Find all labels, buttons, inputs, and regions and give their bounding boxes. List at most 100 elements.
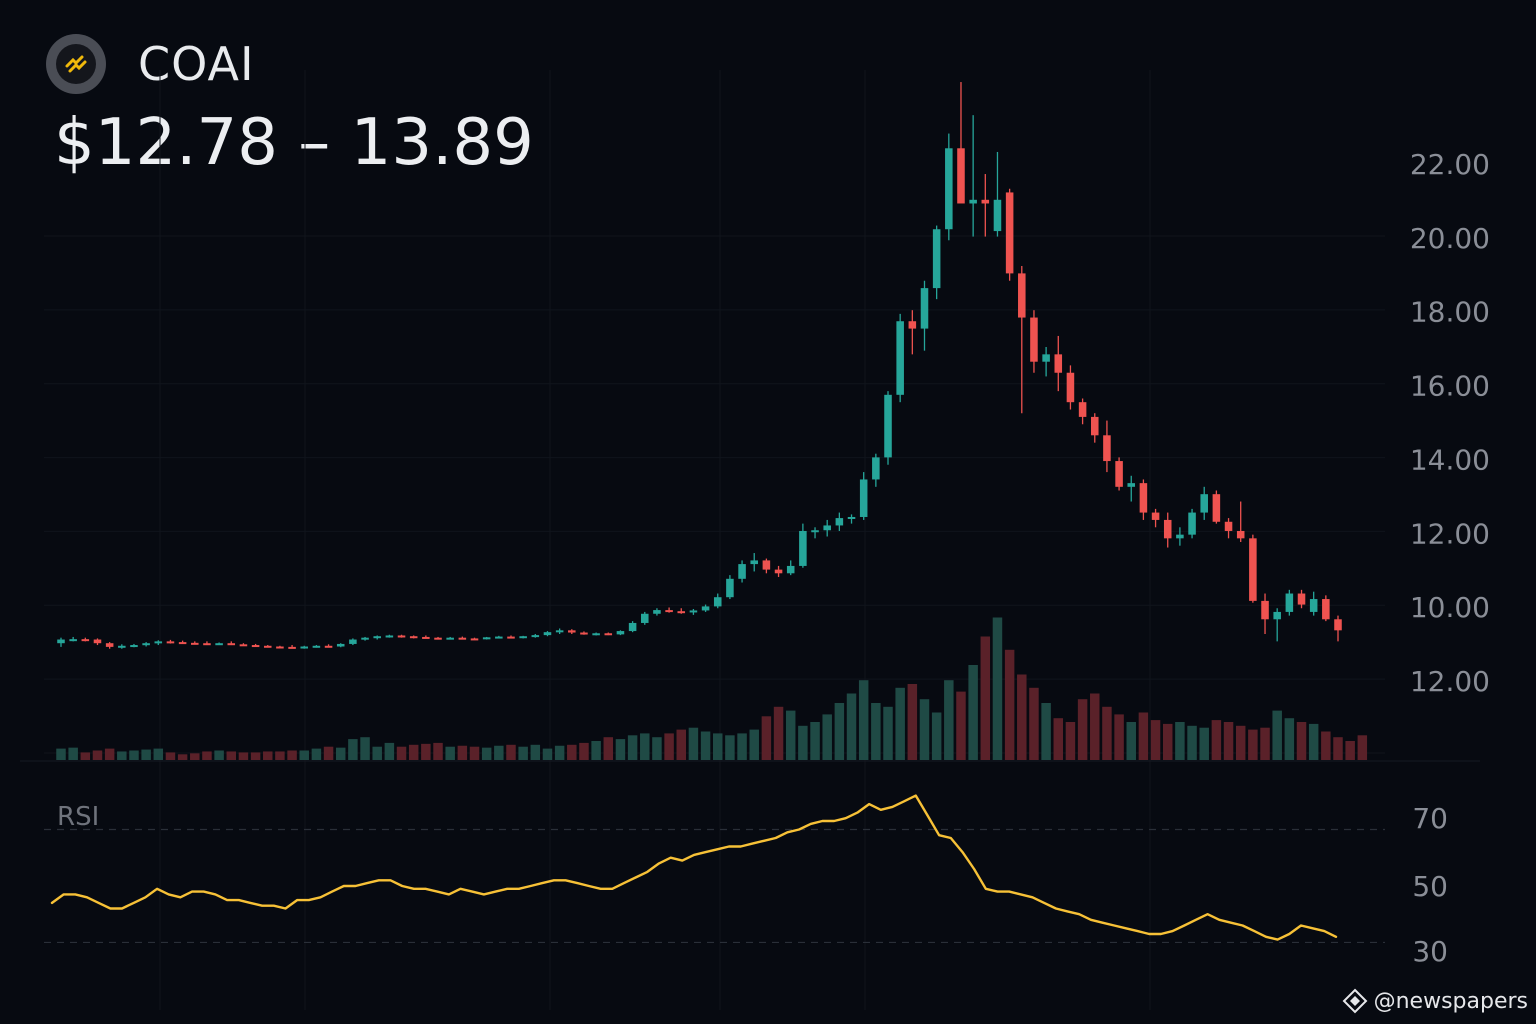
candle-body — [1042, 354, 1050, 362]
volume-bar — [104, 748, 115, 760]
volume-bar — [1308, 723, 1319, 760]
candle — [750, 553, 758, 572]
volume-bar — [712, 733, 723, 760]
candle — [786, 560, 795, 576]
volume-bar — [494, 745, 504, 760]
volume-bar — [834, 703, 845, 760]
candle-body — [105, 643, 114, 647]
candle — [166, 639, 175, 644]
candle — [1273, 608, 1281, 642]
volume-bar — [1102, 706, 1112, 760]
grid-lines — [44, 70, 1385, 1010]
volume-bar — [554, 745, 565, 760]
candle-body — [1127, 483, 1136, 487]
volume-bar — [1333, 737, 1343, 760]
candle — [932, 225, 941, 300]
volume-bar — [287, 750, 297, 760]
candle — [1103, 420, 1111, 473]
candle — [154, 640, 163, 646]
candle — [920, 280, 929, 351]
volume-bar — [871, 703, 881, 760]
candle — [580, 631, 588, 635]
candle — [215, 642, 223, 646]
candle-body — [969, 199, 977, 204]
candle — [105, 642, 114, 649]
candle-body — [653, 610, 661, 614]
candle-body — [762, 560, 771, 570]
candle — [470, 637, 479, 641]
candle-body — [154, 641, 163, 644]
volume-bar — [591, 741, 601, 760]
ticker-symbol: COAI — [138, 37, 255, 91]
candle — [142, 642, 150, 647]
volume-bar — [518, 746, 528, 760]
volume-bar — [749, 729, 759, 760]
candle-body — [349, 639, 357, 644]
logo-mark-icon — [65, 55, 87, 73]
candle — [1078, 398, 1087, 425]
coai-logo-icon — [46, 34, 106, 94]
binance-diamond-icon — [1342, 988, 1368, 1014]
candle — [361, 636, 369, 641]
volume-bar — [117, 751, 127, 760]
volume-bar — [1321, 731, 1331, 760]
candle-body — [616, 631, 625, 635]
candle-body — [215, 643, 223, 646]
volume-bar — [1345, 741, 1355, 760]
volume-bar — [1187, 725, 1197, 760]
candle — [628, 621, 637, 633]
candle-body — [227, 643, 236, 646]
volume-bar — [1041, 703, 1051, 760]
candle-body — [1212, 494, 1221, 522]
volume-bar — [348, 739, 358, 760]
candle-body — [896, 321, 904, 395]
candle — [324, 644, 333, 648]
candle-body — [1249, 538, 1257, 601]
volume-bar — [202, 751, 212, 760]
volume-bar — [68, 747, 78, 760]
candle — [434, 636, 442, 640]
candle — [713, 593, 722, 609]
candle — [312, 645, 321, 648]
candle-body — [1334, 619, 1342, 631]
volume-bar — [931, 712, 942, 760]
candle-body — [336, 643, 345, 647]
candle-body — [701, 606, 710, 611]
volume-bar — [1065, 722, 1076, 760]
volume-bar — [688, 727, 699, 760]
rsi-title: RSI — [57, 802, 99, 832]
candle — [300, 645, 309, 649]
candle-body — [920, 288, 929, 329]
candle — [251, 643, 260, 648]
candle — [884, 391, 892, 465]
candle-body — [1309, 599, 1318, 612]
candle-body — [1322, 599, 1330, 620]
candle — [592, 632, 600, 636]
price-tick-label: 22.00 — [1410, 148, 1490, 181]
candle-body — [604, 633, 613, 636]
rsi-line — [50, 794, 1338, 941]
candle-body — [786, 565, 795, 574]
candle — [555, 628, 564, 635]
candle — [1054, 335, 1063, 392]
candle — [1018, 266, 1026, 414]
candle — [653, 608, 661, 616]
candle-body — [263, 645, 272, 648]
volume-bar — [627, 735, 638, 760]
volume-bar — [1150, 720, 1161, 760]
price-tick-label: 10.00 — [1410, 591, 1490, 624]
candle-body — [1018, 273, 1026, 318]
rsi-panel: RSI 70 50 30 — [44, 794, 1448, 968]
volume-bar — [652, 737, 662, 760]
volume-bar — [56, 748, 66, 760]
volume-bar — [737, 733, 747, 760]
candle-body — [713, 597, 722, 607]
candle-body — [774, 569, 783, 574]
candle-body — [677, 611, 686, 614]
volume-bar — [700, 731, 711, 760]
price-tick-label: 12.00 — [1410, 665, 1490, 698]
watermark-text: @newspapers — [1373, 988, 1528, 1014]
candle — [519, 635, 527, 639]
volume-bar — [1284, 718, 1295, 760]
